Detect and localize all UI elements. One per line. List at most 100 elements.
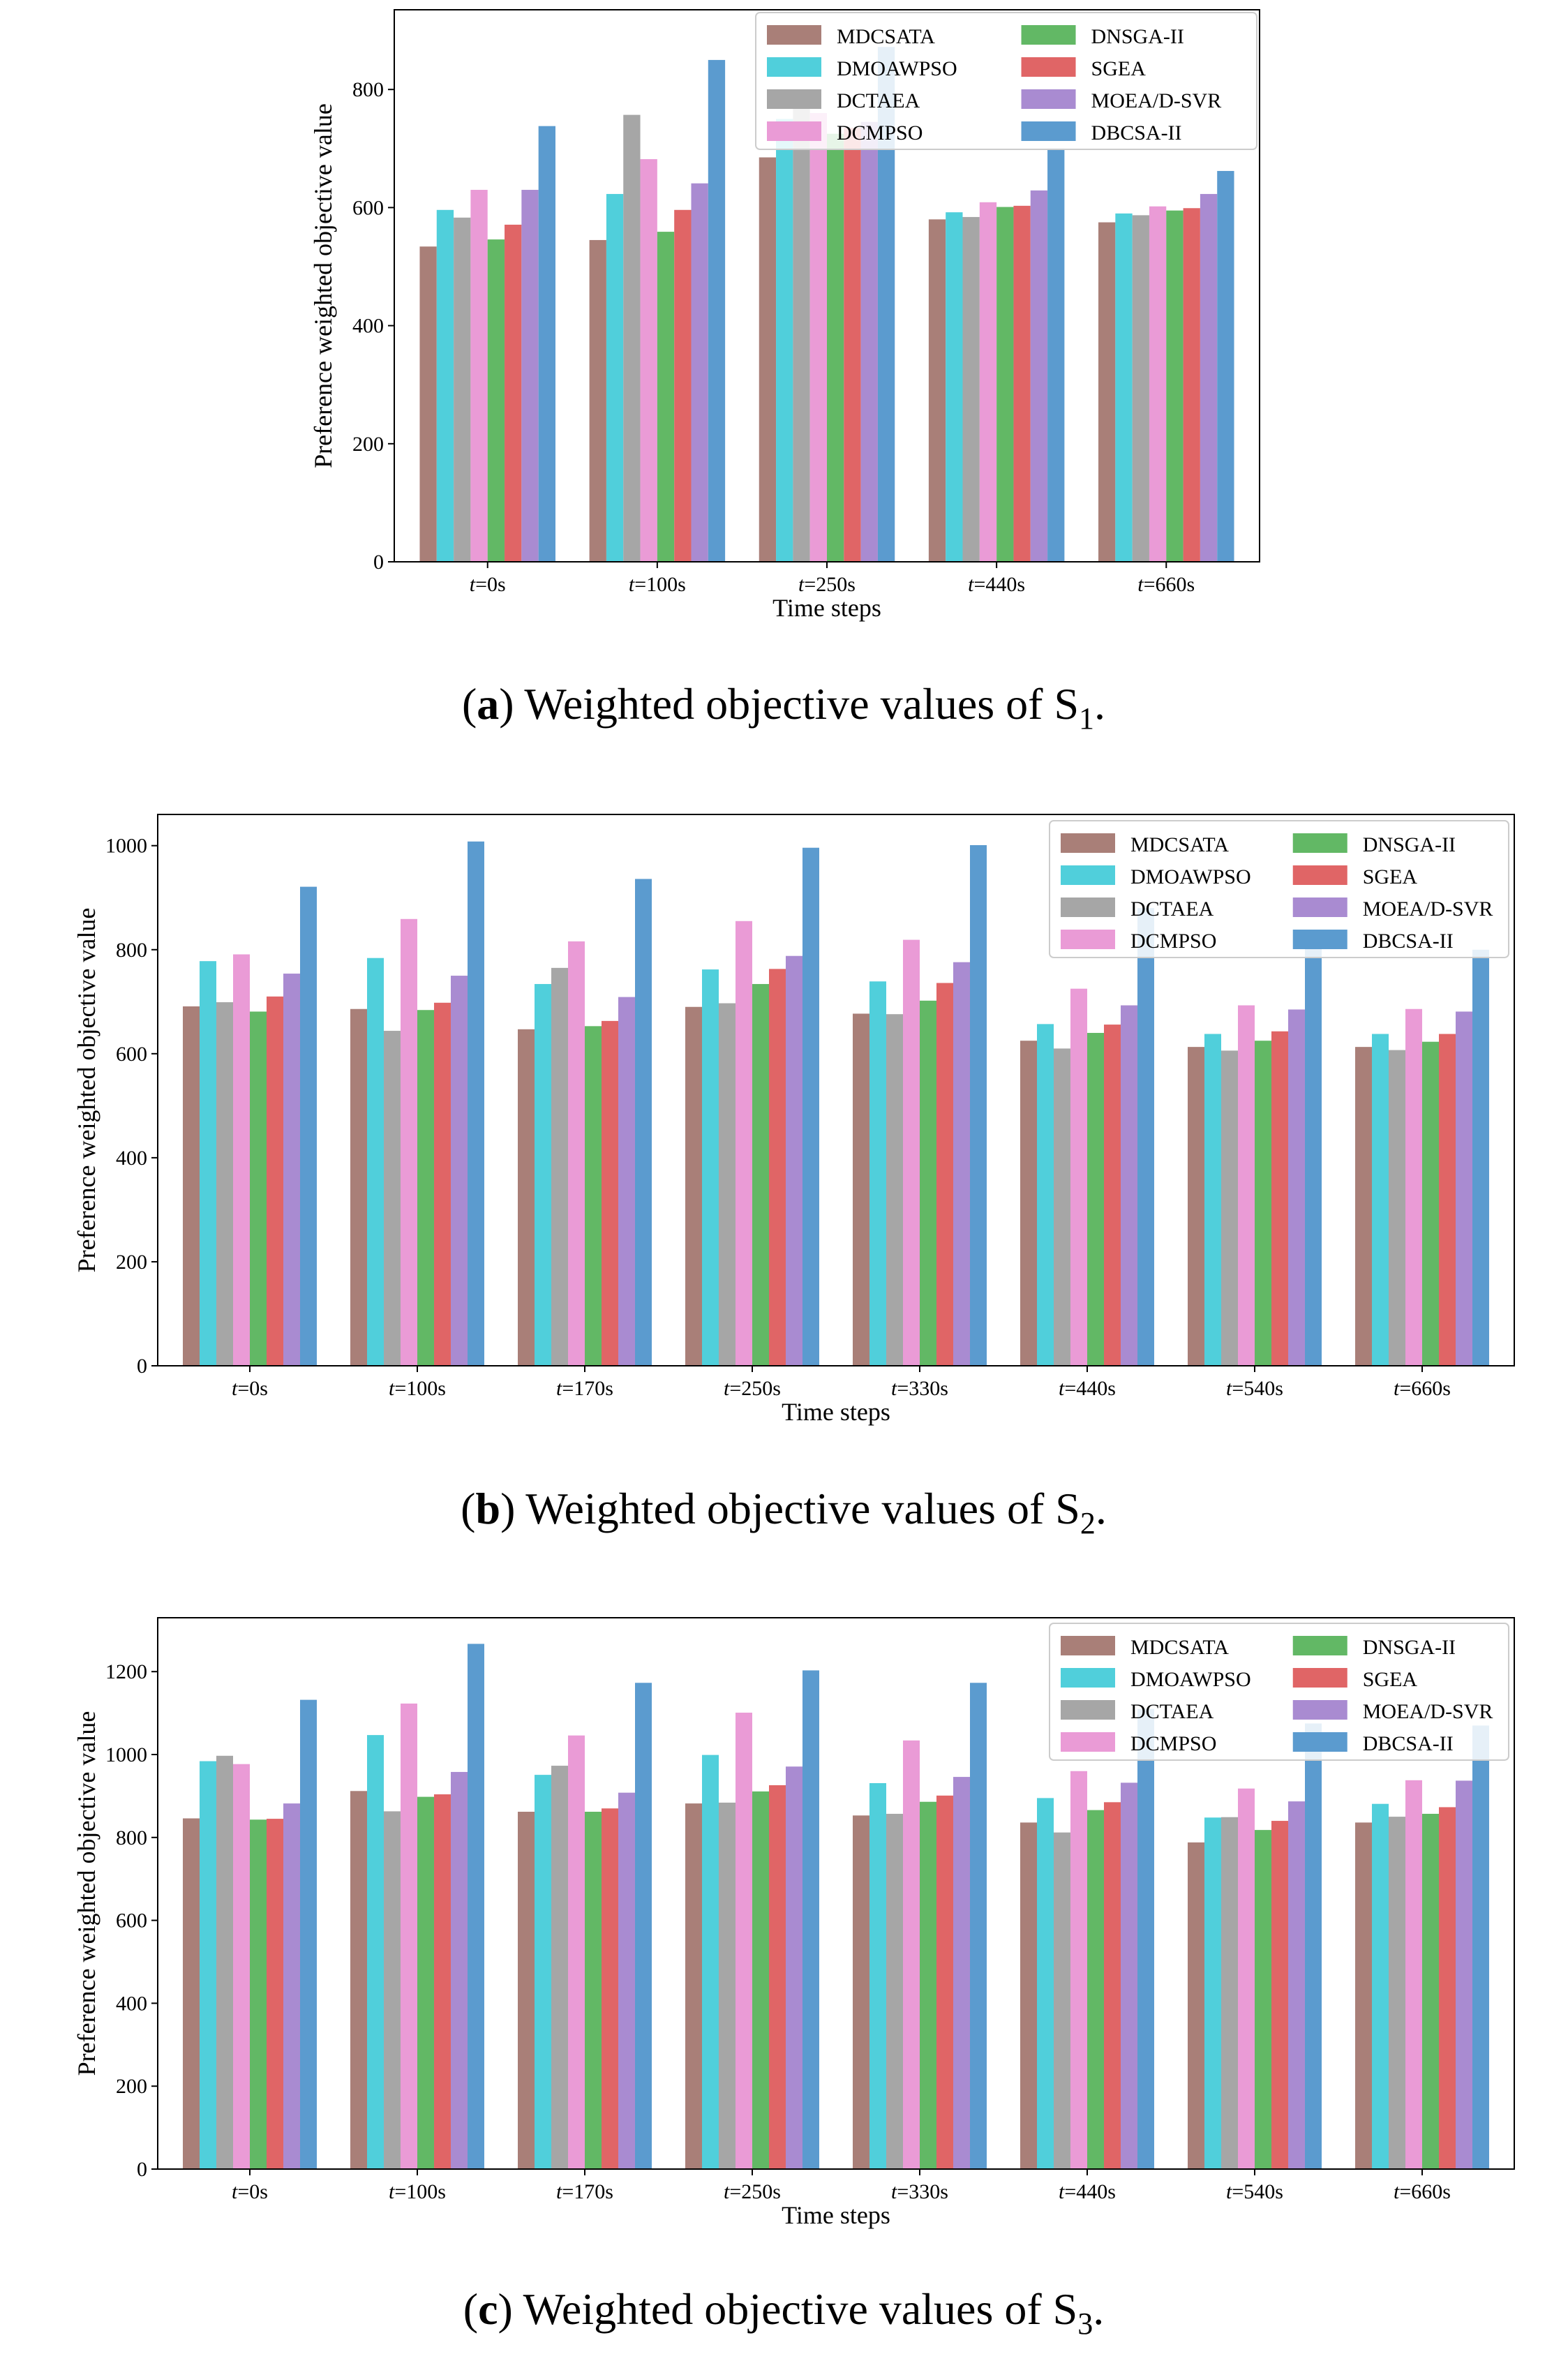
y-tick-label: 800 bbox=[116, 939, 147, 962]
bar bbox=[827, 133, 844, 562]
legend-swatch bbox=[1021, 57, 1076, 77]
bar bbox=[183, 1006, 200, 1366]
legend-entry: MDCSATA bbox=[1130, 833, 1229, 856]
bar bbox=[1238, 1788, 1255, 2169]
caption: (b) Weighted objective values of S2. bbox=[461, 1484, 1107, 1540]
y-tick-label: 400 bbox=[116, 1147, 147, 1170]
bar bbox=[1405, 1780, 1422, 2169]
bar bbox=[640, 159, 657, 563]
y-tick-label: 200 bbox=[352, 433, 384, 456]
legend-swatch bbox=[1061, 1732, 1115, 1752]
plot-frame bbox=[157, 814, 1515, 1366]
bar bbox=[1132, 215, 1149, 562]
x-tick-label: t=250s bbox=[724, 1377, 781, 1400]
caption: (a) Weighted objective values of S1. bbox=[462, 679, 1105, 736]
bar bbox=[1121, 1005, 1137, 1366]
bar bbox=[487, 239, 505, 562]
bar bbox=[1070, 988, 1087, 1366]
bar bbox=[521, 190, 539, 562]
bar bbox=[970, 1683, 987, 2169]
bar bbox=[602, 1020, 618, 1366]
y-tick-label: 600 bbox=[116, 1909, 147, 1932]
bar bbox=[759, 157, 777, 562]
bar bbox=[1372, 1803, 1389, 2169]
bar bbox=[1288, 1009, 1305, 1366]
legend-swatch bbox=[1292, 898, 1347, 917]
bar bbox=[752, 983, 769, 1366]
y-tick-label: 800 bbox=[116, 1826, 147, 1849]
bar bbox=[1439, 1034, 1456, 1366]
bar bbox=[886, 1813, 903, 2169]
x-tick-label: t=100s bbox=[629, 573, 686, 596]
bars bbox=[183, 1644, 1489, 2169]
bar bbox=[1070, 1771, 1087, 2169]
bar bbox=[1422, 1813, 1439, 2169]
bar bbox=[1030, 190, 1048, 562]
y-tick-label: 0 bbox=[137, 1355, 147, 1378]
bars bbox=[419, 47, 1234, 563]
bar bbox=[685, 1006, 702, 1366]
bar bbox=[300, 886, 317, 1366]
bar bbox=[568, 941, 585, 1366]
legend-entry: DCMPSO bbox=[837, 121, 923, 144]
x-tick-label: t=660s bbox=[1394, 2180, 1451, 2203]
bar bbox=[454, 217, 471, 562]
bar bbox=[1115, 213, 1133, 562]
bar bbox=[1372, 1034, 1389, 1366]
legend-entry: DCTAEA bbox=[1130, 898, 1214, 921]
bar bbox=[1355, 1047, 1372, 1366]
bar bbox=[860, 121, 878, 563]
bar bbox=[267, 996, 283, 1366]
bar bbox=[1422, 1041, 1439, 1366]
bar bbox=[996, 207, 1014, 562]
bar bbox=[518, 1811, 535, 2169]
bar bbox=[702, 1755, 719, 2169]
bar bbox=[1137, 1708, 1154, 2169]
bar bbox=[436, 209, 454, 562]
bar bbox=[809, 113, 827, 563]
bar bbox=[769, 1785, 786, 2169]
x-axis-label: Time steps bbox=[782, 2201, 890, 2229]
bar bbox=[470, 190, 488, 562]
bar bbox=[451, 976, 468, 1366]
x-tick-label: t=660s bbox=[1137, 573, 1195, 596]
bar bbox=[1037, 1798, 1054, 2169]
bar bbox=[1098, 222, 1116, 562]
bar bbox=[1137, 908, 1154, 1366]
bar bbox=[623, 114, 641, 563]
bar bbox=[1054, 1048, 1070, 1366]
bar bbox=[1255, 1830, 1271, 2169]
bar bbox=[1456, 1011, 1472, 1366]
x-tick-label: t=440s bbox=[1059, 2180, 1116, 2203]
legend-entry: DMOAWPSO bbox=[837, 57, 957, 80]
bar bbox=[1439, 1807, 1456, 2169]
bar bbox=[1456, 1780, 1472, 2169]
bar bbox=[1305, 932, 1322, 1366]
bar bbox=[1472, 1725, 1489, 2169]
legend-box bbox=[1049, 1623, 1509, 1761]
bar bbox=[350, 1791, 367, 2169]
legend-swatch bbox=[1061, 865, 1115, 885]
legend-swatch bbox=[1021, 89, 1076, 109]
bar bbox=[786, 955, 802, 1366]
bar bbox=[1389, 1050, 1405, 1366]
x-tick-label: t=330s bbox=[891, 2180, 948, 2203]
bar bbox=[250, 1819, 267, 2169]
x-tick-label: t=440s bbox=[968, 573, 1025, 596]
bar bbox=[468, 1644, 484, 2169]
bar bbox=[844, 128, 861, 562]
bar bbox=[602, 1808, 618, 2169]
legend-swatch bbox=[767, 25, 821, 45]
bar bbox=[1087, 1033, 1104, 1366]
chart-2: 0 200 400 600 800 1000 t=0s t=100s t=170s t=250s t… bbox=[73, 814, 1515, 1540]
bar bbox=[535, 983, 551, 1366]
legend-swatch bbox=[1061, 833, 1115, 853]
bar bbox=[776, 119, 793, 562]
bar bbox=[657, 232, 675, 562]
bar bbox=[233, 1764, 250, 2169]
x-tick-label: t=250s bbox=[798, 573, 856, 596]
bar bbox=[793, 107, 810, 563]
chart-1: 0 200 400 600 800 t=0s t=100s t=250s t=440s t=660… bbox=[309, 9, 1260, 736]
caption: (c) Weighted objective values of S3. bbox=[463, 2284, 1105, 2341]
